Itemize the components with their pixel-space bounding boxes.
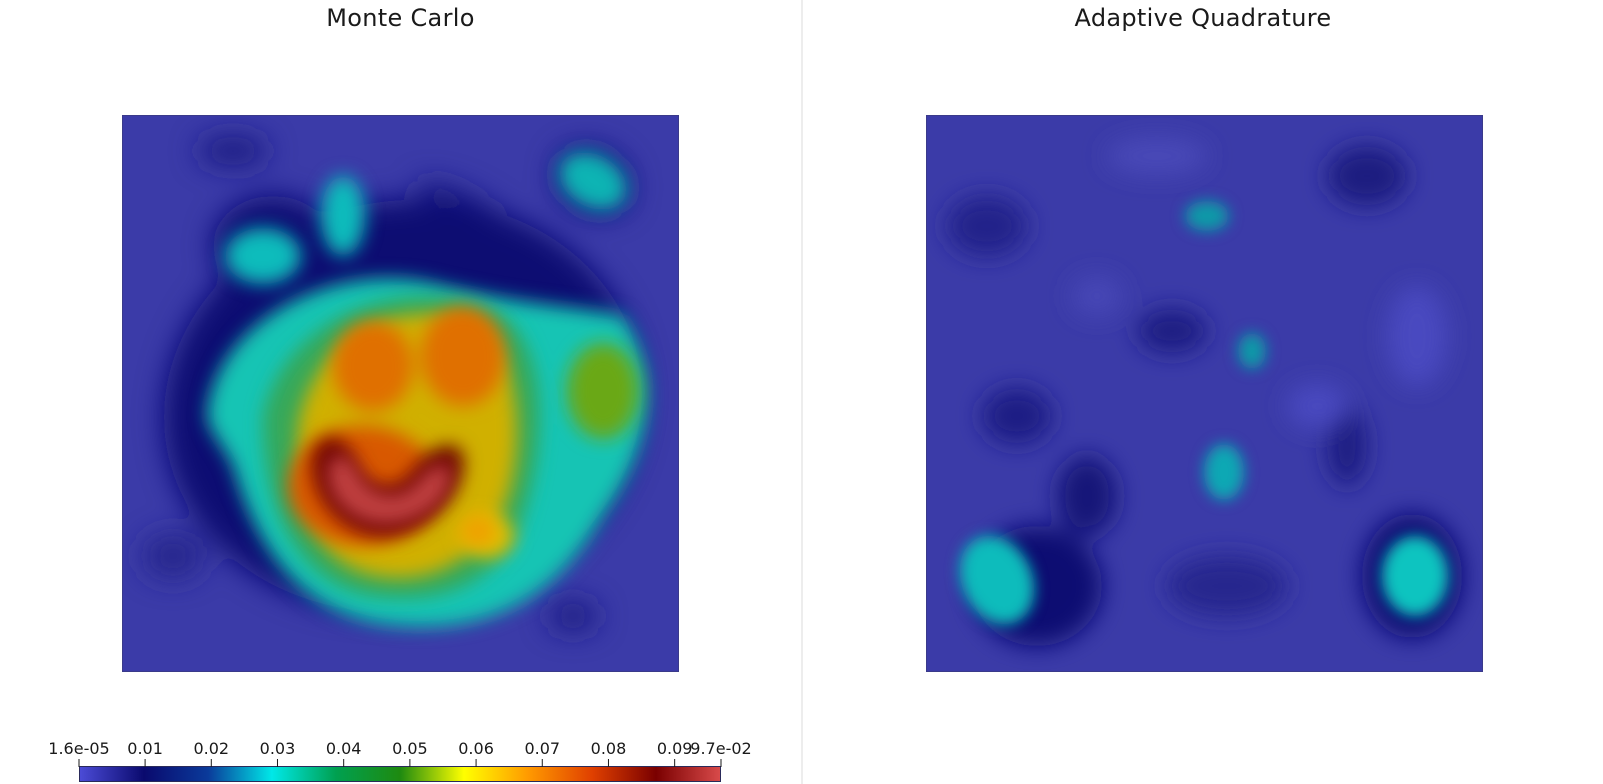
colorbar-tick-label: 0.05 (392, 739, 428, 758)
colorbar-tick-label: 0.02 (193, 739, 229, 758)
colorbar-ticks: 1.6e-05 0.01 0.02 0.03 0.04 0.05 0.06 0.07 0.08 0… (48, 739, 752, 767)
colorbar-tick-label: 0.03 (260, 739, 296, 758)
colorbar-tick-label: 0.07 (524, 739, 560, 758)
colorbar-tick-label: 1.6e-05 (48, 739, 109, 758)
panel-title-monte-carlo: Monte Carlo (326, 4, 475, 32)
monte-carlo-heatmap (122, 115, 679, 672)
panel-divider (801, 0, 803, 784)
monte-carlo-panel: Monte Carlo (0, 0, 801, 784)
colorbar-tick-label: 0.08 (591, 739, 627, 758)
colorbar-tick-label: 0.06 (458, 739, 494, 758)
colorbar-tick-label: 9.7e-02 (690, 739, 751, 758)
adaptive-quadrature-heatmap (926, 115, 1483, 672)
panel-title-adaptive-quadrature: Adaptive Quadrature (1074, 4, 1332, 32)
adaptive-quadrature-panel: Adaptive Quadrature (803, 0, 1603, 784)
colorbar (79, 766, 721, 782)
colorbar-tick-label: 0.09 (657, 739, 693, 758)
colorbar-tick-label: 0.04 (326, 739, 362, 758)
colorbar-tick-label: 0.01 (127, 739, 163, 758)
